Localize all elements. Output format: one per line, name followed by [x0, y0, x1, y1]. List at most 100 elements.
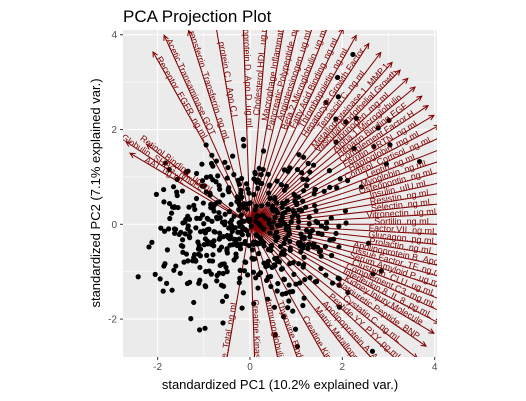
loading-vector: [216, 30, 251, 225]
score-point: [370, 271, 376, 277]
score-point: [323, 272, 329, 278]
score-point: [337, 176, 343, 182]
loading-vector: [249, 223, 437, 323]
loading-label: Vitronectin..ug.mL: [366, 206, 439, 220]
score-point: [251, 192, 257, 198]
score-point: [299, 170, 305, 176]
score-point: [266, 217, 272, 223]
score-point: [303, 227, 310, 233]
score-point: [241, 268, 248, 274]
score-point: [307, 230, 313, 236]
score-point: [187, 229, 193, 235]
score-point: [314, 244, 321, 250]
score-point: [313, 208, 319, 214]
score-point: [199, 161, 205, 167]
score-point: [202, 325, 208, 331]
score-point: [315, 230, 321, 236]
score-point: [328, 215, 334, 221]
score-point: [241, 204, 247, 211]
score-point: [278, 182, 284, 188]
score-point: [187, 279, 193, 285]
score-point: [243, 259, 249, 265]
loading-vector: [249, 223, 437, 299]
score-point: [183, 169, 189, 175]
score-point: [343, 119, 349, 125]
score-point: [169, 287, 175, 293]
vector-arrowhead: [187, 30, 193, 37]
vector-arrowhead: [298, 13, 303, 18]
score-point: [216, 183, 222, 189]
score-point: [193, 170, 200, 177]
score-point: [342, 208, 348, 214]
score-point: [334, 74, 341, 81]
score-point: [327, 184, 333, 190]
score-point: [168, 210, 175, 216]
score-point: [286, 298, 292, 304]
score-point: [216, 270, 222, 276]
vector-arrowhead: [338, 30, 344, 34]
score-point: [233, 251, 239, 257]
score-point: [231, 257, 237, 263]
vector-arrowhead: [443, 146, 449, 151]
score-point: [267, 182, 273, 188]
score-point: [236, 202, 243, 208]
score-point: [224, 175, 230, 181]
score-point: [358, 184, 365, 190]
score-point: [204, 252, 210, 258]
score-point: [301, 242, 307, 249]
score-point: [174, 192, 180, 199]
score-point: [321, 188, 327, 194]
score-point: [220, 192, 226, 198]
loading-vector: [249, 30, 313, 225]
score-point: [182, 219, 188, 225]
score-point: [344, 177, 351, 184]
score-point: [278, 266, 285, 272]
score-point: [179, 188, 186, 194]
score-point: [135, 274, 141, 280]
score-point: [292, 326, 299, 332]
score-point: [195, 246, 202, 252]
score-point: [234, 194, 240, 200]
x-tick-label: 0: [247, 362, 253, 373]
loading-vector: [249, 224, 326, 357]
vector-arrowhead: [456, 244, 461, 249]
score-point: [222, 211, 228, 217]
score-point: [369, 348, 376, 354]
score-point: [171, 267, 177, 273]
score-point: [329, 280, 336, 286]
score-point: [196, 327, 203, 333]
vector-arrowhead: [454, 255, 459, 260]
score-point: [236, 207, 242, 213]
score-point: [306, 214, 312, 220]
score-point: [313, 218, 319, 225]
score-point: [246, 190, 252, 196]
loading-vector: [249, 223, 437, 311]
score-point: [245, 272, 251, 278]
score-point: [351, 146, 357, 152]
score-point: [256, 240, 262, 247]
score-point: [299, 235, 305, 241]
score-point: [256, 165, 262, 172]
score-point: [166, 226, 172, 232]
score-point: [295, 213, 301, 220]
score-point: [166, 166, 172, 173]
score-point: [416, 158, 423, 165]
score-point: [231, 172, 237, 178]
score-point: [200, 200, 206, 206]
score-point: [186, 216, 193, 222]
score-point: [207, 174, 214, 180]
score-point: [161, 186, 167, 193]
y-tick-label: 4: [111, 30, 117, 41]
score-point: [266, 221, 272, 227]
score-point: [365, 240, 372, 246]
loading-vector: [249, 223, 437, 277]
score-point: [268, 273, 274, 280]
score-point: [245, 186, 251, 192]
score-point: [215, 173, 221, 179]
score-point: [220, 320, 226, 326]
loading-vector: [146, 144, 251, 225]
score-point: [336, 223, 342, 229]
score-point: [271, 304, 278, 310]
score-point: [226, 225, 232, 231]
